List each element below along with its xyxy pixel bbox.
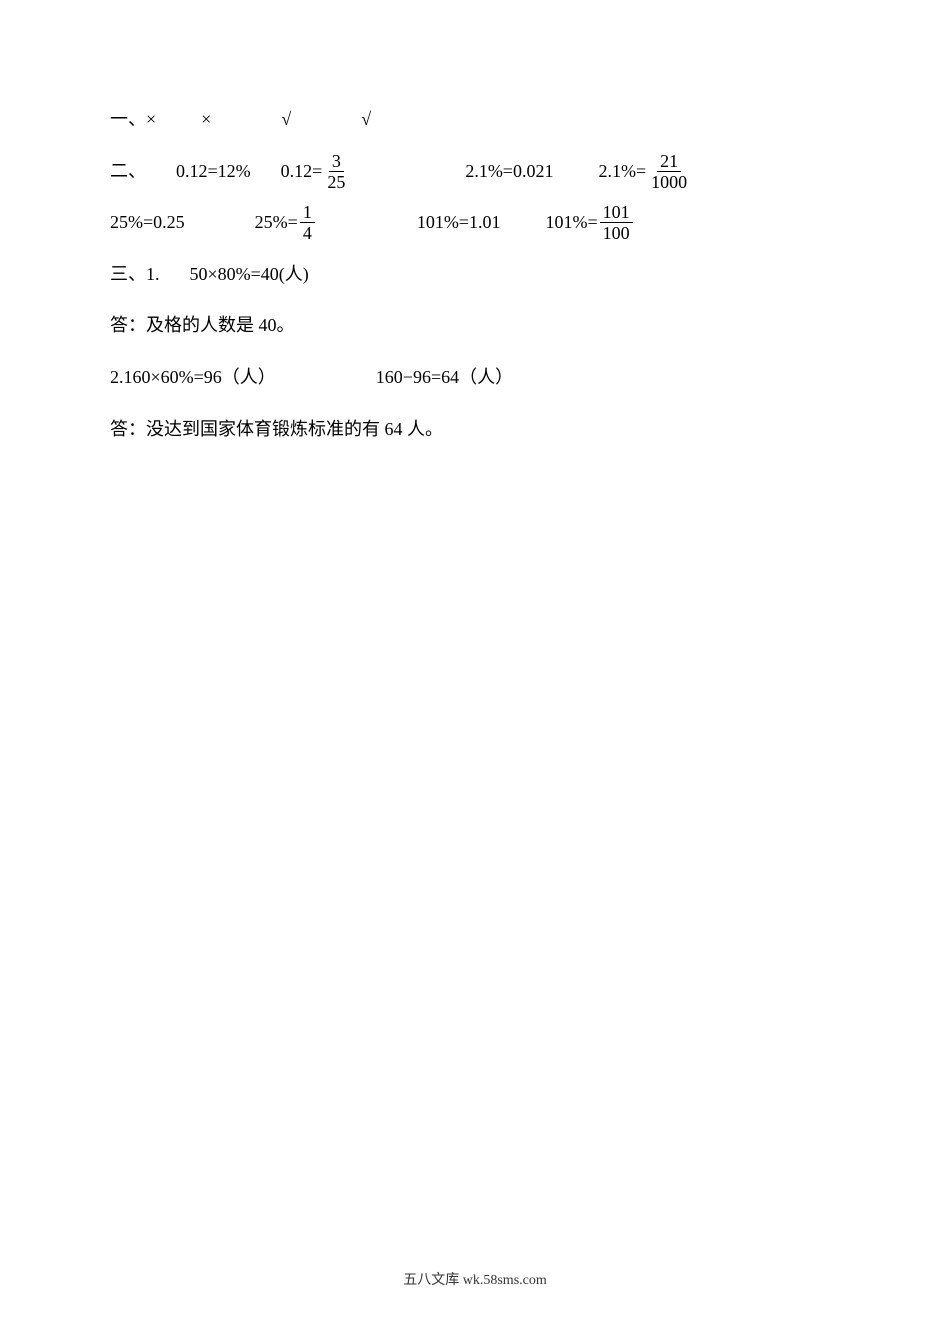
- fraction-denominator: 1000: [648, 172, 690, 191]
- fraction-numerator: 1: [300, 203, 315, 223]
- mark-4: √: [361, 100, 371, 140]
- section-3-label: 三、1.: [110, 255, 160, 295]
- footer-text: 五八文库 wk.58sms.com: [403, 1273, 547, 1288]
- line-4: 三、1. 50×80%=40(人): [110, 255, 840, 295]
- fraction: 325: [324, 152, 348, 191]
- page-footer: 五八文库 wk.58sms.com: [0, 1269, 950, 1289]
- fraction: 14: [300, 203, 315, 242]
- eq-lhs: 2.1%=: [598, 152, 646, 192]
- expression: 50×80%=40(人): [190, 255, 309, 295]
- line-2: 二、 0.12=12% 0.12=325 2.1%=0.021 2.1%=211…: [110, 152, 840, 192]
- fraction: 101100: [600, 203, 633, 242]
- fraction: 211000: [648, 152, 690, 191]
- eq-rhs: 0.25: [153, 203, 185, 243]
- eq-lhs: 101%=: [417, 203, 469, 243]
- fraction-denominator: 25: [324, 172, 348, 191]
- answer-text: 答：没达到国家体育锻炼标准的有 64 人。: [110, 410, 443, 450]
- fraction-denominator: 100: [600, 223, 633, 242]
- eq-lhs: 25%=: [110, 203, 153, 243]
- line-1: 一、 × × √ √: [110, 100, 840, 140]
- line-6: 2.160×60%=96（人） 160−96=64（人）: [110, 358, 840, 398]
- eq-lhs: 0.12=: [281, 152, 323, 192]
- expression: 160−96=64（人）: [376, 358, 513, 398]
- section-1-label: 一、: [110, 100, 146, 140]
- fraction-denominator: 4: [300, 223, 315, 242]
- answer-text: 答：及格的人数是 40。: [110, 306, 295, 346]
- eq-lhs: 101%=: [545, 203, 597, 243]
- expression: 2.160×60%=96（人）: [110, 358, 276, 398]
- line-3: 25%=0.25 25%=14 101%=1.01 101%=101100: [110, 203, 840, 243]
- line-5: 答：及格的人数是 40。: [110, 306, 840, 346]
- fraction-numerator: 101: [600, 203, 633, 223]
- document-content: 一、 × × √ √ 二、 0.12=12% 0.12=325 2.1%=0.0…: [0, 0, 950, 449]
- eq-rhs: 12%: [218, 152, 251, 192]
- section-2-label: 二、: [110, 152, 146, 192]
- eq-lhs: 2.1%=: [465, 152, 513, 192]
- fraction-numerator: 21: [657, 152, 681, 172]
- eq-lhs: 0.12=: [176, 152, 218, 192]
- fraction-numerator: 3: [329, 152, 344, 172]
- mark-2: ×: [201, 100, 211, 140]
- mark-1: ×: [146, 100, 156, 140]
- mark-3: √: [281, 100, 291, 140]
- eq-lhs: 25%=: [255, 203, 298, 243]
- eq-rhs: 1.01: [469, 203, 501, 243]
- line-7: 答：没达到国家体育锻炼标准的有 64 人。: [110, 410, 840, 450]
- eq-rhs: 0.021: [513, 152, 554, 192]
